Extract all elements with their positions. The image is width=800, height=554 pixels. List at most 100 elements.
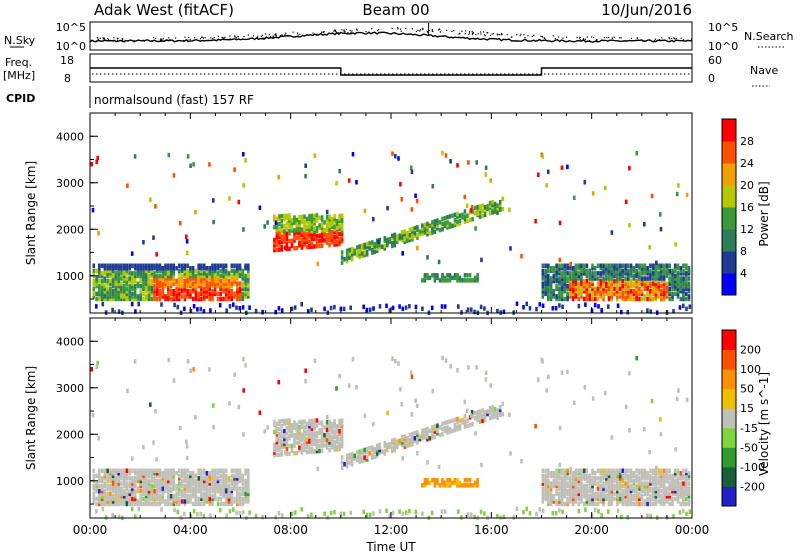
velocity-cell bbox=[117, 481, 120, 486]
power-cell bbox=[128, 289, 131, 294]
velocity-cell bbox=[114, 476, 118, 481]
velocity-cell bbox=[596, 501, 600, 507]
velocity-cell bbox=[607, 486, 611, 491]
velocity-cell bbox=[413, 438, 417, 444]
power-cell bbox=[128, 286, 131, 291]
nsky-point bbox=[554, 38, 556, 40]
power-cell bbox=[676, 278, 680, 284]
nsky-point bbox=[193, 39, 195, 42]
velocity-cell bbox=[290, 448, 294, 454]
power-cell bbox=[599, 266, 602, 271]
velocity-cell bbox=[122, 483, 126, 489]
velocity-cell bbox=[662, 473, 666, 479]
velocity-cell bbox=[591, 501, 594, 507]
nsky-point bbox=[422, 29, 424, 31]
power-cell bbox=[640, 278, 644, 284]
velocity-cell bbox=[433, 483, 437, 488]
power-cell bbox=[189, 281, 192, 286]
velocity-cell bbox=[167, 483, 170, 489]
velocity-cell bbox=[133, 471, 137, 476]
velocity-cell bbox=[489, 383, 492, 388]
power-cell bbox=[547, 281, 550, 286]
power-cell bbox=[211, 268, 214, 274]
power-cell bbox=[164, 283, 167, 289]
velocity-cell bbox=[558, 501, 561, 507]
power-cell bbox=[213, 273, 217, 279]
power-cell bbox=[496, 308, 499, 314]
velocity-cell bbox=[355, 457, 359, 463]
velocity-cell bbox=[574, 473, 578, 479]
nsky-point bbox=[558, 36, 560, 38]
power-cell bbox=[224, 294, 228, 299]
nsky-tick-bottom: 10^0 bbox=[56, 40, 86, 53]
velocity-cell bbox=[241, 491, 245, 496]
nsky-point bbox=[224, 36, 226, 38]
power-cell bbox=[109, 289, 112, 294]
power-cell bbox=[610, 296, 614, 302]
power-cell bbox=[478, 214, 482, 219]
power-cell bbox=[183, 278, 187, 284]
velocity-cell bbox=[651, 494, 655, 499]
power-cell bbox=[236, 276, 239, 281]
velocity-cell bbox=[189, 514, 193, 519]
velocity-cell bbox=[290, 428, 294, 433]
velocity-cell bbox=[213, 491, 217, 496]
power-cell bbox=[117, 296, 120, 302]
velocity-cell bbox=[549, 488, 553, 494]
power-cell bbox=[446, 278, 449, 283]
power-cell bbox=[109, 266, 112, 271]
velocity-cell bbox=[236, 488, 239, 494]
velocity-cell bbox=[541, 468, 545, 473]
power-cell bbox=[640, 296, 644, 302]
velocity-cell bbox=[117, 486, 120, 491]
velocity-xlabel: Time UT bbox=[365, 540, 416, 554]
power-cell bbox=[620, 309, 623, 315]
velocity-cell bbox=[585, 478, 589, 484]
power-cell bbox=[197, 294, 200, 299]
velocity-cell bbox=[682, 501, 685, 507]
nsky-point bbox=[589, 40, 591, 42]
velocity-cell bbox=[607, 499, 611, 504]
velocity-cell bbox=[150, 473, 154, 479]
power-cell bbox=[431, 222, 434, 228]
velocity-cell bbox=[618, 496, 622, 502]
velocity-cell bbox=[222, 491, 225, 496]
velocity-cell bbox=[416, 430, 419, 435]
power-cell bbox=[241, 268, 245, 274]
velocity-cell bbox=[103, 501, 107, 507]
velocity-cell bbox=[629, 501, 633, 507]
power-cell bbox=[340, 255, 344, 260]
power-cell bbox=[100, 289, 104, 294]
velocity-cell bbox=[421, 431, 424, 436]
velocity-cell bbox=[244, 478, 247, 484]
velocity-cell bbox=[228, 401, 231, 406]
power-cell bbox=[544, 271, 547, 276]
velocity-cell bbox=[280, 452, 284, 457]
nsky-point bbox=[683, 39, 685, 41]
power-cell bbox=[451, 213, 454, 218]
velocity-cell bbox=[599, 471, 602, 476]
power-cell bbox=[682, 263, 685, 268]
power-cell bbox=[293, 228, 296, 233]
velocity-cell bbox=[446, 420, 449, 425]
power-cell bbox=[147, 294, 151, 299]
power-cell bbox=[438, 278, 442, 283]
power-cell bbox=[468, 273, 472, 278]
velocity-cell bbox=[208, 471, 211, 476]
power-cell bbox=[602, 286, 605, 291]
velocity-cell bbox=[676, 499, 680, 504]
power-cell bbox=[428, 275, 432, 281]
power-cell bbox=[241, 283, 245, 289]
velocity-cell bbox=[227, 499, 231, 504]
power-cell bbox=[534, 219, 537, 224]
velocity-cell bbox=[621, 491, 625, 496]
velocity-cell bbox=[216, 501, 220, 507]
velocity-cell bbox=[588, 496, 591, 502]
velocity-cell bbox=[571, 494, 575, 499]
velocity-cell bbox=[318, 420, 321, 426]
power-cell bbox=[236, 296, 239, 302]
power-cell bbox=[593, 286, 597, 291]
freq-tick-top: 18 bbox=[60, 54, 74, 67]
velocity-cell bbox=[610, 476, 614, 481]
power-cell bbox=[208, 273, 211, 279]
